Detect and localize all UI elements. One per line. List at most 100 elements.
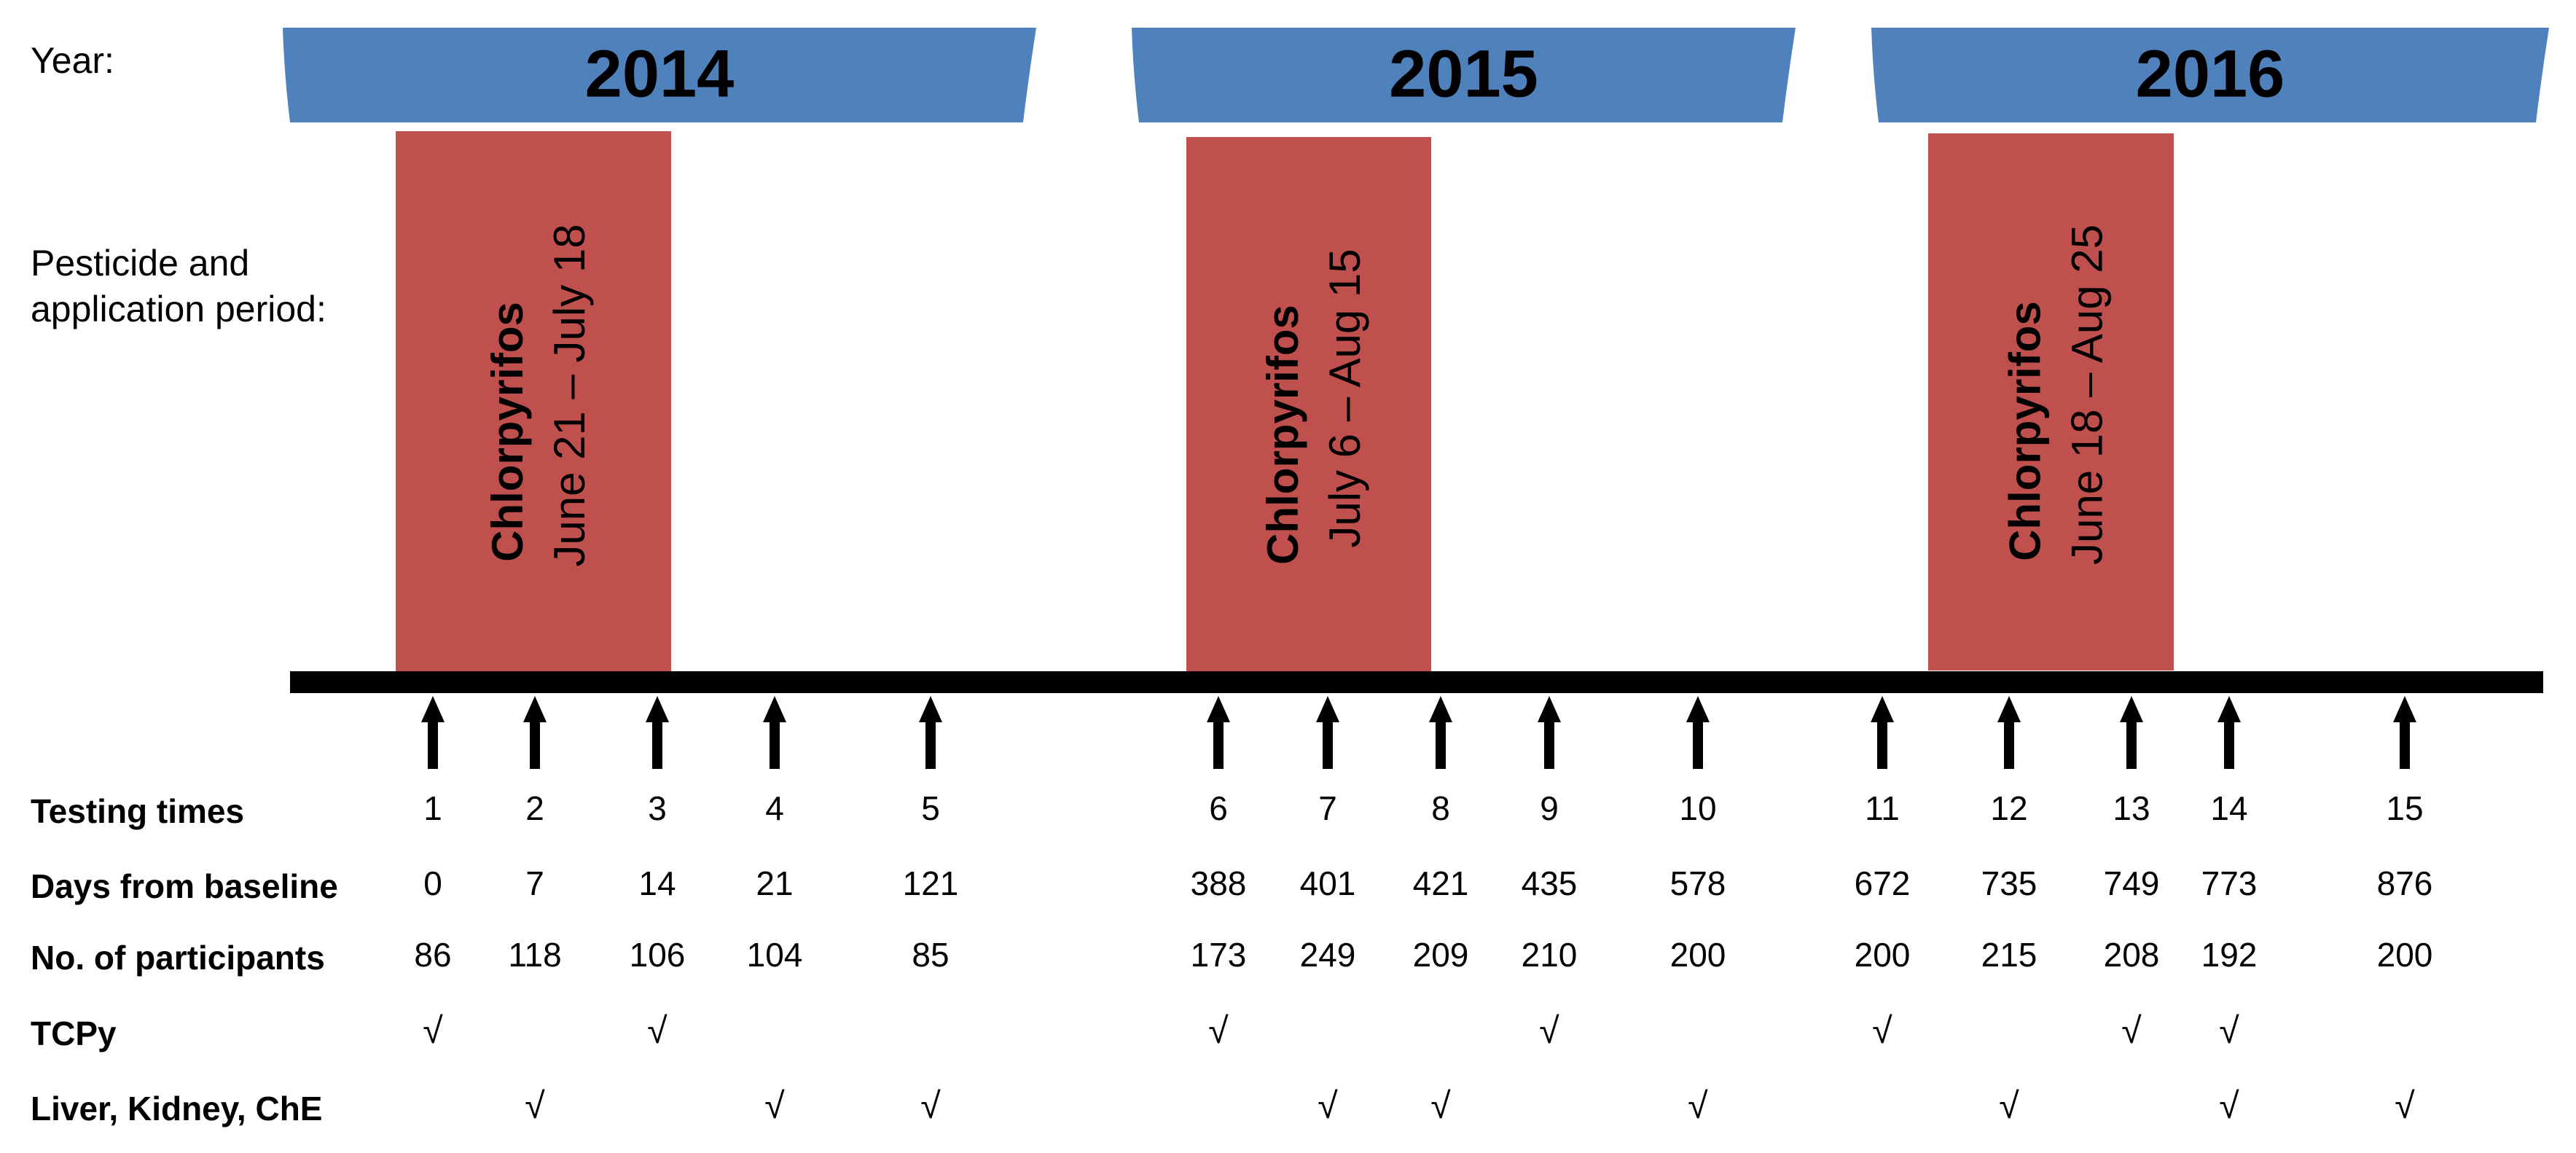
- days-from-baseline-1: 0: [423, 864, 442, 902]
- participants-12: 215: [1981, 936, 2037, 974]
- liver-kidney-che-check-4: √: [764, 1085, 785, 1126]
- application-period-label-3: Chlorpyrifos June 18 – Aug 25: [2001, 224, 2112, 565]
- testing-arrow-6: [1207, 696, 1230, 769]
- testing-time-13: 13: [2113, 789, 2150, 827]
- participants-8: 209: [1413, 936, 1469, 974]
- tcpy-check-6: √: [1208, 1010, 1229, 1051]
- liver-kidney-che-check-7: √: [1318, 1085, 1338, 1126]
- testing-table: 1086√27118√314106√421104√512185√6388173√…: [414, 789, 2432, 1126]
- application-period-box-3: [1928, 133, 2174, 671]
- days-from-baseline-4: 21: [756, 864, 793, 902]
- testing-time-10: 10: [1679, 789, 1716, 827]
- testing-arrow-8: [1429, 696, 1452, 769]
- participants-5: 85: [912, 936, 949, 974]
- testing-time-11: 11: [1865, 789, 1900, 827]
- testing-arrow-7: [1316, 696, 1339, 769]
- testing-arrow-2: [523, 696, 547, 769]
- year-bar-2015: [1132, 28, 1796, 122]
- days-from-baseline-15: 876: [2377, 864, 2433, 902]
- application-period-box-1: [396, 131, 671, 674]
- days-from-baseline-14: 773: [2201, 864, 2258, 902]
- participants-10: 200: [1670, 936, 1726, 974]
- days-from-baseline-13: 749: [2104, 864, 2160, 902]
- timeline-axis: [290, 671, 2543, 693]
- testing-time-14: 14: [2210, 789, 2247, 827]
- tcpy-check-9: √: [1539, 1010, 1559, 1051]
- participants-11: 200: [1855, 936, 1911, 974]
- participants-14: 192: [2201, 936, 2258, 974]
- testing-arrows: [421, 696, 2416, 769]
- days-from-baseline-8: 421: [1413, 864, 1469, 902]
- participants-6: 173: [1191, 936, 1247, 974]
- tcpy-check-14: √: [2219, 1010, 2239, 1051]
- pesticide-name: Chlorpyrifos: [2001, 301, 2050, 561]
- liver-kidney-che-check-8: √: [1430, 1085, 1451, 1126]
- days-from-baseline-12: 735: [1981, 864, 2037, 902]
- testing-arrow-1: [421, 696, 445, 769]
- testing-arrow-13: [2120, 696, 2143, 769]
- tcpy-check-3: √: [647, 1010, 668, 1051]
- testing-arrow-5: [919, 696, 942, 769]
- days-from-baseline-6: 388: [1191, 864, 1247, 902]
- testing-arrow-15: [2393, 696, 2416, 769]
- tcpy-check-1: √: [423, 1010, 443, 1051]
- testing-time-12: 12: [1990, 789, 2027, 827]
- testing-time-6: 6: [1209, 789, 1228, 827]
- row-label-testing-times: Testing times: [31, 792, 245, 830]
- participants-4: 104: [747, 936, 803, 974]
- application-dates: June 18 – Aug 25: [2063, 224, 2112, 565]
- application-dates: July 6 – Aug 15: [1320, 249, 1369, 547]
- testing-time-3: 3: [648, 789, 667, 827]
- days-from-baseline-9: 435: [1522, 864, 1578, 902]
- testing-time-7: 7: [1318, 789, 1337, 827]
- year-bar-2014: [283, 28, 1036, 122]
- testing-time-9: 9: [1540, 789, 1559, 827]
- timeline-line: [290, 671, 2543, 693]
- participants-13: 208: [2104, 936, 2160, 974]
- testing-time-15: 15: [2386, 789, 2423, 827]
- participants-7: 249: [1300, 936, 1356, 974]
- pesticide-name: Chlorpyrifos: [1258, 305, 1307, 565]
- testing-arrow-10: [1686, 696, 1710, 769]
- testing-arrow-3: [646, 696, 669, 769]
- participants-15: 200: [2377, 936, 2433, 974]
- liver-kidney-che-check-14: √: [2219, 1085, 2239, 1126]
- application-period-label-1: Chlorpyrifos June 21 – July 18: [483, 224, 594, 566]
- liver-kidney-che-check-15: √: [2395, 1085, 2415, 1126]
- pesticide-row-label: Pesticide and application period:: [31, 241, 326, 332]
- pesticide-label-line2: application period:: [31, 288, 326, 329]
- days-from-baseline-2: 7: [525, 864, 544, 902]
- liver-kidney-che-check-5: √: [920, 1085, 941, 1126]
- testing-time-8: 8: [1431, 789, 1450, 827]
- row-label-participants: No. of participants: [31, 939, 325, 977]
- days-from-baseline-10: 578: [1670, 864, 1726, 902]
- testing-arrow-12: [1997, 696, 2021, 769]
- testing-arrow-4: [763, 696, 786, 769]
- participants-2: 118: [508, 936, 561, 974]
- days-from-baseline-3: 14: [638, 864, 676, 902]
- row-label-liver-kidney-che: Liver, Kidney, ChE: [31, 1090, 323, 1127]
- testing-time-2: 2: [525, 789, 544, 827]
- liver-kidney-che-check-2: √: [525, 1085, 545, 1126]
- testing-time-1: 1: [423, 789, 442, 827]
- participants-3: 106: [630, 936, 686, 974]
- testing-time-4: 4: [765, 789, 784, 827]
- pesticide-name: Chlorpyrifos: [483, 302, 532, 562]
- year-bars: 2014 2015 2016: [283, 28, 2549, 122]
- application-dates: June 21 – July 18: [545, 224, 594, 566]
- testing-time-5: 5: [921, 789, 940, 827]
- application-periods: Chlorpyrifos June 21 – July 18 Chlorpyrifo…: [396, 131, 2174, 674]
- row-label-days-from-baseline: Days from baseline: [31, 867, 338, 905]
- liver-kidney-che-check-10: √: [1688, 1085, 1708, 1126]
- tcpy-check-11: √: [1872, 1010, 1892, 1051]
- year-row-label: Year:: [31, 40, 114, 81]
- application-period-box-2: [1186, 137, 1431, 674]
- days-from-baseline-7: 401: [1300, 864, 1356, 902]
- liver-kidney-che-check-12: √: [1999, 1085, 2019, 1126]
- days-from-baseline-11: 672: [1855, 864, 1911, 902]
- testing-arrow-11: [1871, 696, 1894, 769]
- testing-arrow-9: [1538, 696, 1561, 769]
- participants-1: 86: [414, 936, 451, 974]
- pesticide-label-line1: Pesticide and: [31, 243, 250, 284]
